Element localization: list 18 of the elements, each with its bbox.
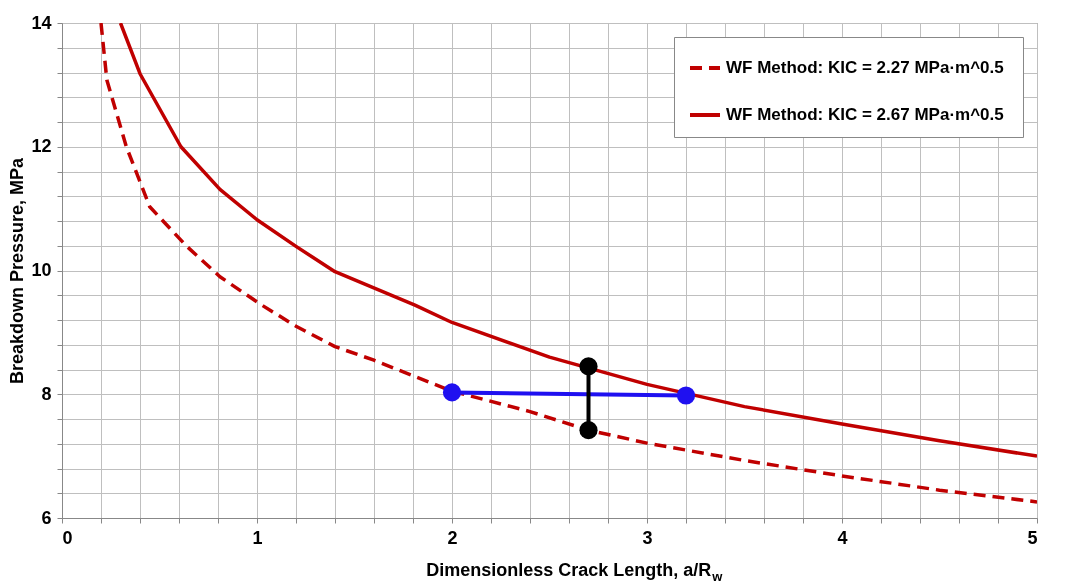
point [579,421,598,440]
point [676,386,696,405]
y-tick-label: 6 [41,507,52,528]
x-tick-label: 4 [837,527,848,548]
x-tick-label: 1 [252,527,263,548]
y-axis-title: Breakdown Pressure, MPa [7,156,28,385]
y-tick-label: 12 [31,136,52,157]
x-tick-label: 2 [447,527,458,548]
x-tick-label: 0 [62,527,73,548]
legend-label: WF Method: KIC = 2.67 MPa·m^0.5 [726,105,1004,124]
point [442,383,462,402]
legend-label: WF Method: KIC = 2.27 MPa·m^0.5 [726,58,1004,77]
point [579,357,598,376]
y-tick-label: 8 [41,383,52,404]
y-tick-label: 10 [31,260,52,280]
y-tick-label: 14 [31,12,52,33]
x-tick-label: 5 [1027,527,1038,548]
x-tick-label: 3 [642,527,653,548]
